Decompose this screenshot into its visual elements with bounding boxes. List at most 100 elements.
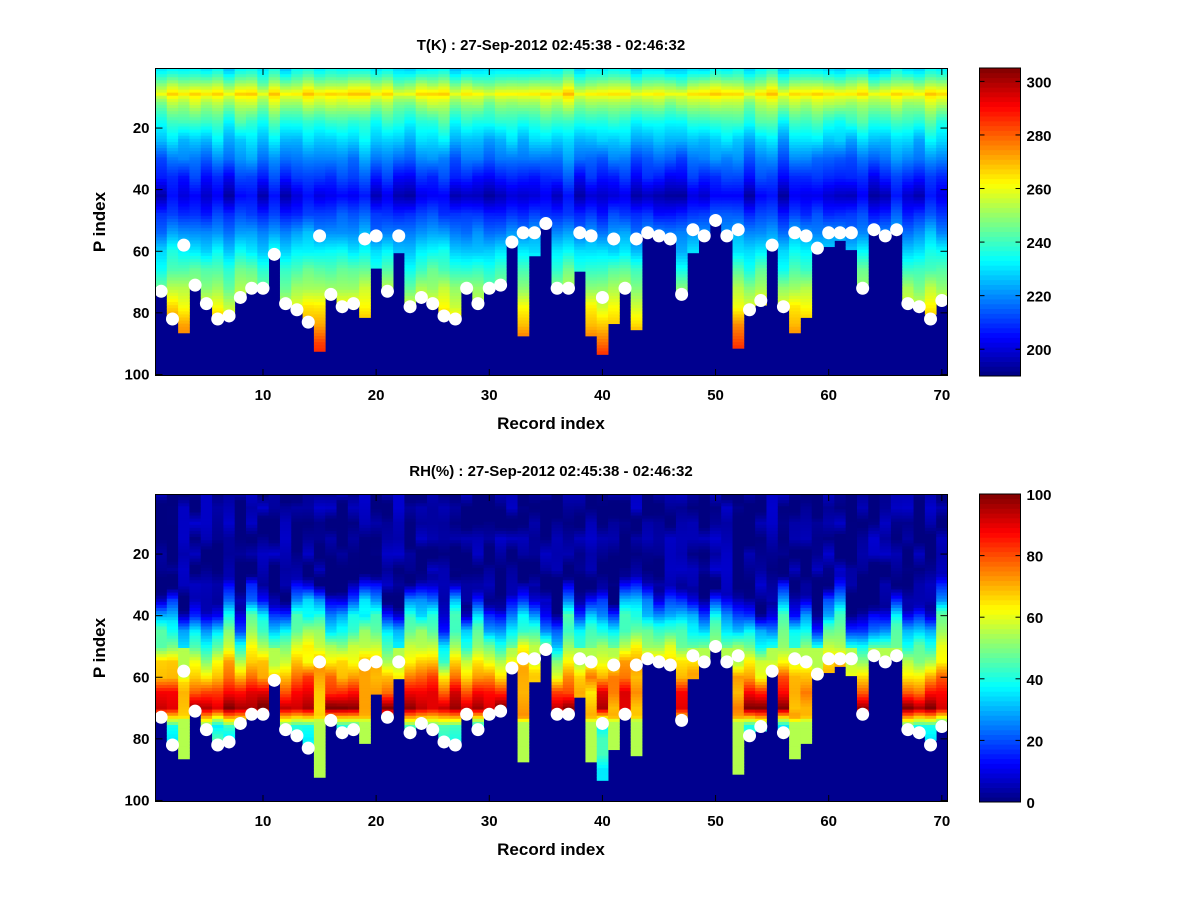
heatmap-cell: [517, 329, 530, 334]
heatmap-cell: [336, 83, 349, 87]
heatmap-cell: [687, 120, 699, 124]
heatmap-cell: [404, 86, 417, 90]
heatmap-cell: [551, 145, 564, 149]
heatmap-cell: [381, 231, 394, 235]
heatmap-cell: [427, 185, 439, 189]
heatmap-cell: [291, 209, 303, 214]
heatmap-cell: [789, 212, 801, 217]
heatmap-cell: [811, 101, 824, 106]
heatmap-cell: [698, 206, 711, 211]
heatmap-cell: [551, 258, 564, 263]
heatmap-cell: [449, 151, 462, 155]
heatmap-cell: [279, 123, 292, 127]
heatmap-cell: [393, 215, 405, 220]
heatmap-cell: [766, 188, 779, 192]
heatmap-cell: [313, 111, 326, 115]
heatmap-cell: [268, 148, 281, 152]
heatmap-cell: [313, 348, 326, 352]
heatmap-cell: [404, 92, 417, 97]
heatmap-cell: [302, 252, 315, 257]
heatmap-cell: [823, 243, 835, 248]
heatmap-cell: [630, 200, 643, 204]
heatmap-cell: [279, 138, 292, 143]
heatmap-cell: [823, 200, 835, 204]
heatmap-cell: [902, 175, 914, 180]
heatmap-cell: [494, 255, 507, 260]
heatmap-cell: [506, 222, 518, 226]
heatmap-cell: [709, 92, 722, 97]
heatmap-cell: [460, 123, 473, 127]
heatmap-cell: [223, 299, 236, 303]
heatmap-cell: [438, 120, 451, 124]
heatmap-cell: [200, 135, 213, 140]
heatmap-cell: [427, 222, 439, 226]
heatmap-cell: [494, 246, 507, 251]
heatmap-cell: [630, 120, 643, 124]
heatmap-cell: [438, 89, 451, 94]
heatmap-cell: [234, 194, 247, 198]
heatmap-cell: [415, 86, 428, 90]
heatmap-cell: [789, 268, 801, 272]
heatmap-cell: [913, 160, 926, 164]
heatmap-cell: [687, 83, 699, 87]
heatmap-cell: [257, 249, 270, 254]
heatmap-cell: [562, 135, 575, 140]
heatmap-cell: [438, 175, 451, 180]
heatmap-cell: [279, 249, 292, 254]
heatmap-cell: [393, 166, 405, 171]
heatmap-cell: [438, 95, 451, 100]
heatmap-cell: [642, 111, 654, 115]
heatmap-cell: [574, 194, 586, 198]
heatmap-cell: [528, 157, 541, 161]
heatmap-cell: [789, 209, 801, 214]
heatmap-cell: [325, 89, 337, 94]
heatmap-cell: [913, 154, 926, 158]
heatmap-cell: [404, 191, 417, 195]
heatmap-cell: [630, 157, 643, 161]
heatmap-cell: [166, 243, 179, 248]
heatmap-cell: [698, 80, 711, 84]
heatmap-cell: [381, 237, 394, 241]
heatmap-cell: [755, 231, 767, 235]
heatmap-cell: [291, 237, 303, 241]
heatmap-cell: [743, 68, 756, 72]
heatmap-cell: [811, 200, 824, 204]
heatmap-cell: [913, 123, 926, 127]
heatmap-cell: [189, 252, 202, 257]
heatmap-cell: [687, 95, 699, 100]
heatmap-cell: [596, 194, 609, 198]
heatmap-cell: [743, 145, 756, 149]
heatmap-cell: [472, 151, 485, 155]
heatmap-cell: [313, 138, 326, 143]
heatmap-cell: [359, 101, 371, 106]
heatmap-cell: [766, 104, 779, 109]
heatmap-cell: [924, 157, 937, 161]
heatmap-cell: [381, 181, 394, 186]
heatmap-cell: [800, 243, 813, 248]
heatmap-cell: [313, 302, 326, 306]
heatmap-cell: [562, 258, 575, 263]
heatmap-cell: [313, 163, 326, 167]
heatmap-cell: [789, 68, 801, 72]
heatmap-cell: [868, 175, 881, 180]
heatmap-cell: [687, 104, 699, 109]
heatmap-cell: [415, 151, 428, 155]
heatmap-cell: [924, 160, 937, 164]
heatmap-cell: [155, 71, 168, 75]
heatmap-cell: [404, 197, 417, 201]
heatmap-cell: [732, 262, 745, 266]
heatmap-cell: [449, 80, 462, 84]
heatmap-cell: [755, 129, 767, 134]
heatmap-cell: [279, 117, 292, 121]
heatmap-cell: [743, 77, 756, 81]
heatmap-cell: [743, 277, 756, 281]
heatmap-cell: [879, 215, 892, 220]
heatmap-cell: [234, 255, 247, 260]
heatmap-cell: [438, 104, 451, 109]
heatmap-cell: [291, 71, 303, 75]
heatmap-cell: [551, 172, 564, 177]
heatmap-cell: [642, 166, 654, 171]
heatmap-cell: [257, 89, 270, 94]
heatmap-cell: [811, 163, 824, 167]
heatmap-cell: [653, 175, 666, 180]
